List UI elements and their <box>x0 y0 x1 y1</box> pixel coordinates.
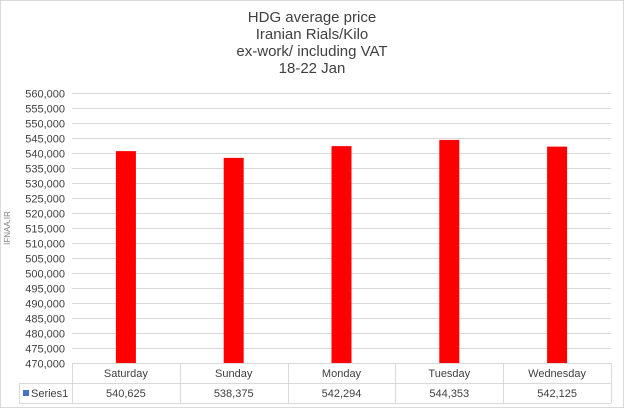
y-tick-label: 490,000 <box>25 299 65 311</box>
chart-title-line-4: 18-22 Jan <box>278 60 346 77</box>
chart-title-line-1: HDG average price <box>247 9 377 26</box>
y-tick-label: 550,000 <box>25 119 65 131</box>
y-tick-label: 480,000 <box>25 329 65 341</box>
y-tick-label: 495,000 <box>25 284 65 296</box>
y-tick-label: 525,000 <box>25 194 65 206</box>
x-tick-label: Saturday <box>104 368 149 380</box>
data-table-value: 542,294 <box>322 388 362 400</box>
data-table-value: 540,625 <box>106 388 146 400</box>
y-tick-label: 545,000 <box>25 134 65 146</box>
watermark: IFNAA.IR <box>3 211 12 245</box>
bar-tuesday <box>439 139 460 363</box>
y-tick-label: 560,000 <box>25 89 65 101</box>
y-tick-label: 505,000 <box>25 254 65 266</box>
data-table-value: 538,375 <box>214 388 254 400</box>
y-tick-label: 510,000 <box>25 239 65 251</box>
y-tick-label: 520,000 <box>25 209 65 221</box>
x-tick-label: Wednesday <box>528 368 586 380</box>
bar-saturday <box>115 151 136 363</box>
y-tick-label: 475,000 <box>25 344 65 356</box>
x-tick-label: Sunday <box>215 368 253 380</box>
bar-monday <box>331 146 352 363</box>
x-tick-label: Tuesday <box>428 368 470 380</box>
y-tick-label: 535,000 <box>25 164 65 176</box>
x-tick-label: Monday <box>322 368 362 380</box>
y-tick-label: 500,000 <box>25 269 65 281</box>
y-tick-label: 530,000 <box>25 179 65 191</box>
data-table-value: 542,125 <box>537 388 577 400</box>
y-tick-label: 485,000 <box>25 314 65 326</box>
bar-sunday <box>223 157 244 363</box>
y-tick-label: 540,000 <box>25 149 65 161</box>
y-tick-label: 470,000 <box>25 359 65 371</box>
bar-wednesday <box>547 146 568 363</box>
y-tick-label: 515,000 <box>25 224 65 236</box>
chart-title-line-2: Iranian Rials/Kilo <box>255 26 369 43</box>
legend-series-name: Series1 <box>31 388 68 400</box>
data-table-value: 544,353 <box>429 388 469 400</box>
y-tick-label: 555,000 <box>25 104 65 116</box>
legend-key <box>23 390 29 396</box>
chart-title-line-3: ex-work/ including VAT <box>236 43 388 60</box>
